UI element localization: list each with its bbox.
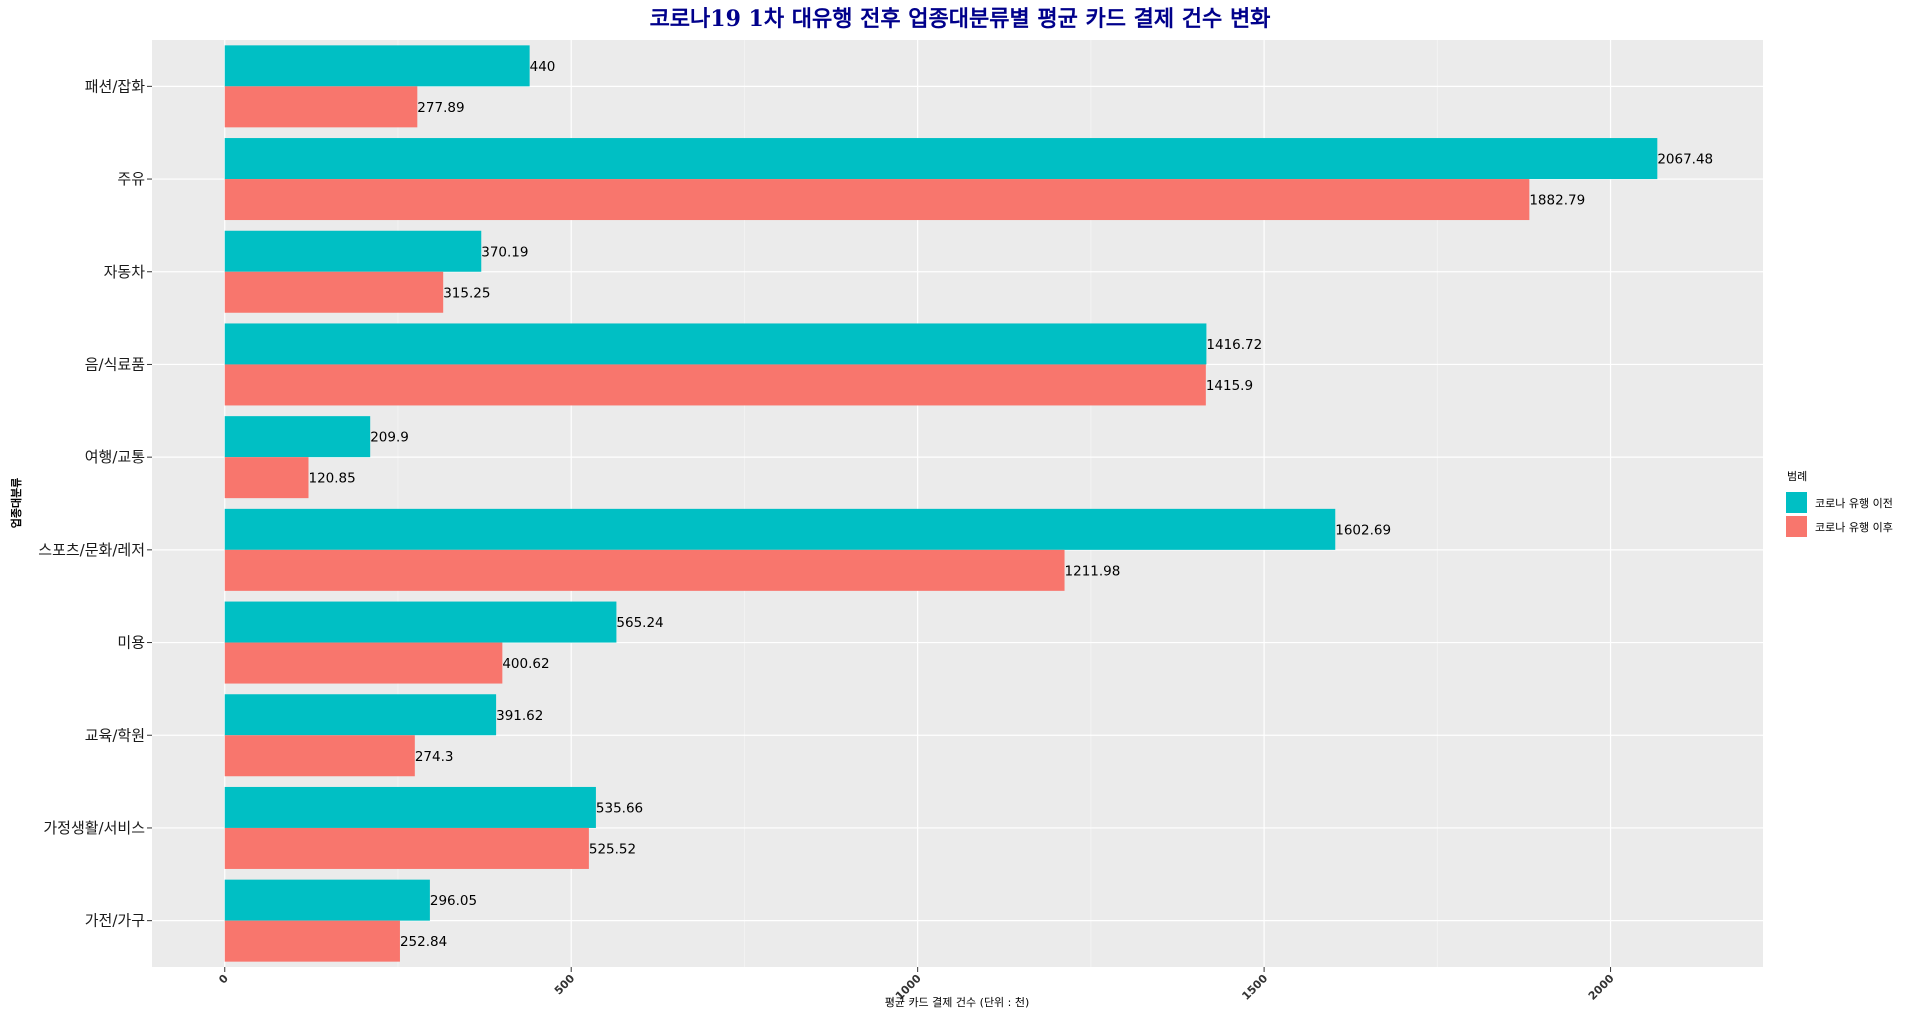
bar — [224, 879, 430, 921]
data-label: 296.05 — [430, 893, 477, 909]
data-label: 252.84 — [400, 934, 447, 950]
bar — [224, 457, 309, 499]
bars — [224, 45, 1658, 962]
data-label: 440 — [530, 59, 556, 75]
x-tick-label: 500 — [552, 972, 578, 998]
x-axis-title: 평균 카드 결제 건수 (단위 : 천) — [885, 995, 1030, 1009]
legend-swatch — [1786, 492, 1807, 513]
legend-label: 코로나 유행 이전 — [1815, 497, 1893, 510]
data-label: 277.89 — [417, 100, 464, 116]
x-tick-label: 1500 — [1239, 972, 1270, 1003]
data-label: 274.3 — [415, 749, 454, 765]
bar — [224, 642, 503, 684]
y-axis-title: 업종대분류 — [9, 478, 23, 529]
bar — [224, 549, 1065, 591]
y-tick-label: 자동차 — [104, 263, 146, 281]
bar — [224, 271, 444, 313]
bar — [224, 364, 1206, 406]
y-axis: 패션/잡화주유자동차음/식료품여행/교통스포츠/문화/레저미용교육/학원가정생활… — [38, 77, 152, 930]
value-labels: 440 277.89 2067.48 1882.79 370.19 315.25 1416.… — [308, 59, 1713, 950]
bar — [224, 694, 497, 736]
data-label: 400.62 — [502, 656, 549, 672]
data-label: 1211.98 — [1065, 563, 1121, 579]
bar — [224, 230, 482, 272]
chart-title: 코로나19 1차 대유행 전후 업종대분류별 평균 카드 결제 건수 변화 — [650, 6, 1271, 32]
bar — [224, 86, 418, 128]
data-label: 1882.79 — [1529, 193, 1585, 209]
data-label: 1416.72 — [1206, 337, 1262, 353]
data-label: 370.19 — [481, 244, 528, 260]
x-tick-label: 0 — [216, 972, 231, 987]
y-tick-label: 주유 — [117, 170, 145, 188]
bar — [224, 416, 371, 458]
y-tick-label: 스포츠/문화/레저 — [38, 541, 145, 559]
y-tick-label: 미용 — [117, 634, 145, 652]
data-label: 2067.48 — [1657, 152, 1713, 168]
bar — [224, 45, 530, 87]
bar — [224, 827, 589, 869]
x-tick-label: 2000 — [1586, 972, 1617, 1003]
data-label: 1602.69 — [1335, 522, 1391, 538]
y-tick-label: 패션/잡화 — [85, 77, 145, 95]
data-label: 1415.9 — [1206, 378, 1253, 394]
bar — [224, 601, 617, 643]
y-tick-label: 여행/교통 — [85, 448, 145, 466]
data-label: 315.25 — [443, 285, 490, 301]
data-label: 120.85 — [308, 471, 355, 487]
data-label: 525.52 — [589, 841, 636, 857]
bar — [224, 735, 415, 777]
y-tick-label: 가전/가구 — [85, 912, 145, 930]
bar — [224, 786, 596, 828]
data-label: 535.66 — [596, 800, 643, 816]
legend-label: 코로나 유행 이후 — [1815, 521, 1893, 534]
legend-swatch — [1786, 516, 1807, 537]
data-label: 565.24 — [616, 615, 663, 631]
bar — [224, 508, 1336, 550]
bar — [224, 920, 400, 962]
bar — [224, 323, 1207, 365]
bar — [224, 138, 1658, 180]
legend-title: 범례 — [1787, 470, 1807, 483]
data-label: 209.9 — [370, 430, 409, 446]
y-tick-label: 가정생활/서비스 — [43, 819, 145, 837]
bar — [224, 179, 1530, 221]
y-tick-label: 교육/학원 — [85, 726, 145, 744]
y-tick-label: 음/식료품 — [85, 355, 145, 373]
data-label: 391.62 — [496, 708, 543, 724]
